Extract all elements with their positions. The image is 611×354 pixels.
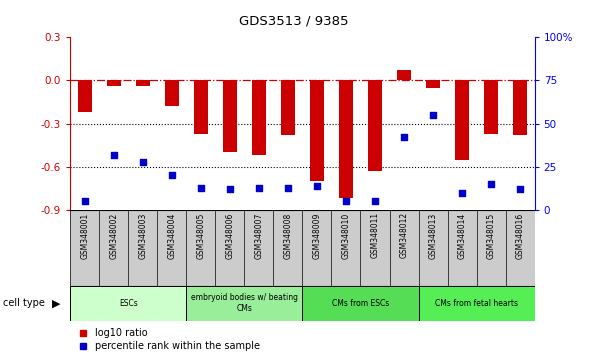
Bar (70, 286, 186, 321)
Point (341, 199, 351, 204)
Text: GSM348010: GSM348010 (342, 212, 351, 258)
Bar (164, 80, 179, 106)
Bar (136, 80, 150, 86)
Text: GSM348015: GSM348015 (486, 212, 496, 258)
Point (399, 135, 409, 140)
Text: GSM348012: GSM348012 (400, 212, 409, 258)
Point (109, 152, 119, 158)
Text: GSM348001: GSM348001 (80, 212, 89, 258)
Point (80, 199, 90, 204)
Text: GSM348003: GSM348003 (138, 212, 147, 259)
Text: ESCs: ESCs (119, 299, 137, 308)
Bar (302, 286, 419, 321)
Text: GSM348013: GSM348013 (428, 212, 437, 258)
Point (196, 185, 206, 190)
Point (254, 185, 264, 190)
Bar (194, 80, 208, 134)
Bar (222, 80, 237, 153)
Point (457, 190, 467, 195)
Bar (252, 80, 266, 155)
Text: GSM348008: GSM348008 (284, 212, 293, 258)
Point (312, 183, 322, 189)
Bar (397, 70, 411, 80)
Bar (484, 80, 499, 134)
Point (428, 112, 438, 118)
Text: cell type: cell type (3, 298, 45, 308)
Legend: log10 ratio, percentile rank within the sample: log10 ratio, percentile rank within the … (75, 324, 263, 354)
Bar (513, 80, 527, 135)
Point (167, 173, 177, 178)
Text: GSM348009: GSM348009 (312, 212, 321, 259)
Text: GSM348014: GSM348014 (458, 212, 467, 258)
Bar (455, 80, 469, 160)
Text: GSM348002: GSM348002 (109, 212, 119, 258)
Point (486, 181, 496, 187)
Text: GSM348004: GSM348004 (167, 212, 177, 259)
Bar (426, 80, 441, 87)
Text: GDS3513 / 9385: GDS3513 / 9385 (238, 14, 348, 27)
Point (225, 187, 235, 192)
Text: GSM348016: GSM348016 (516, 212, 525, 258)
Text: ▶: ▶ (52, 298, 60, 308)
Bar (280, 80, 295, 135)
Bar (368, 80, 382, 171)
Point (515, 187, 525, 192)
Text: GSM348005: GSM348005 (196, 212, 205, 259)
Text: embryoid bodies w/ beating
CMs: embryoid bodies w/ beating CMs (191, 293, 298, 313)
Bar (106, 80, 121, 86)
Text: GSM348006: GSM348006 (225, 212, 235, 259)
Text: CMs from ESCs: CMs from ESCs (332, 299, 389, 308)
Bar (186, 286, 302, 321)
Point (138, 159, 148, 165)
Point (370, 199, 380, 204)
Bar (310, 80, 324, 181)
Text: GSM348011: GSM348011 (370, 212, 379, 258)
Point (283, 185, 293, 190)
Bar (338, 80, 353, 199)
Text: CMs from fetal hearts: CMs from fetal hearts (435, 299, 518, 308)
Bar (419, 286, 535, 321)
Bar (78, 80, 92, 112)
Text: GSM348007: GSM348007 (254, 212, 263, 259)
